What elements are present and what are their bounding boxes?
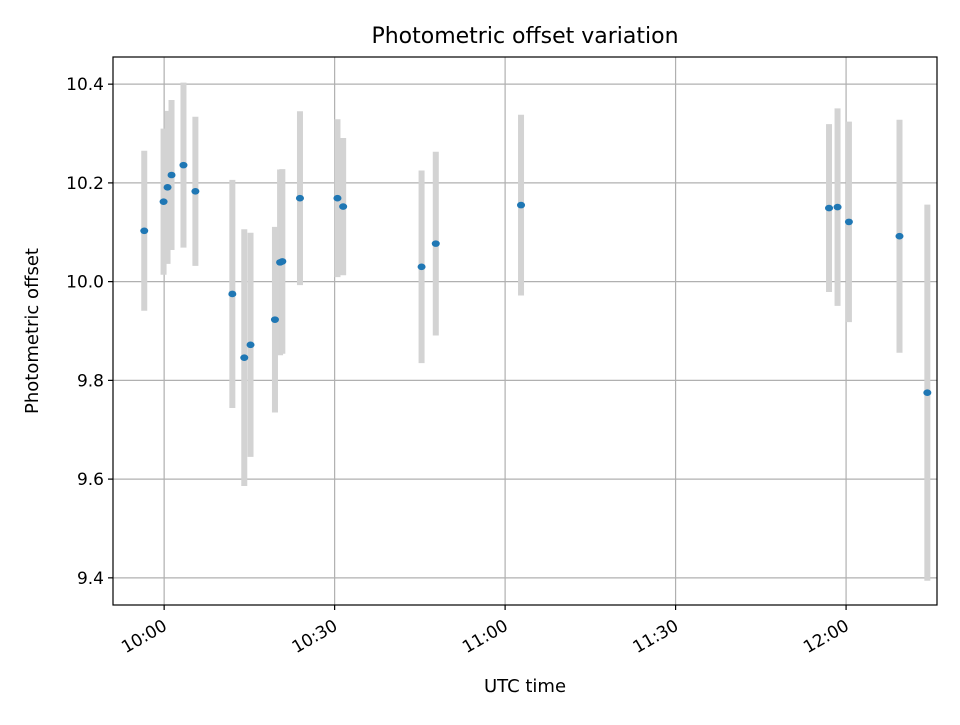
data-point (240, 354, 249, 361)
plot-area-frame (112, 56, 938, 606)
y-tick-label: 9.6 (77, 470, 104, 490)
y-tick-label: 10.0 (66, 273, 104, 293)
data-point (179, 161, 188, 169)
data-point (517, 201, 526, 209)
data-point (278, 258, 287, 265)
y-tick-label: 9.4 (77, 569, 104, 589)
data-point (295, 194, 304, 202)
data-point (246, 341, 255, 349)
data-point (431, 240, 440, 247)
data-point (844, 218, 853, 226)
x-axis-label: UTC time (484, 676, 566, 697)
data-point (163, 184, 172, 191)
data-point (339, 203, 348, 210)
data-point (228, 290, 237, 298)
data-point (923, 389, 932, 397)
y-tick-label: 10.2 (66, 174, 104, 194)
data-point (833, 203, 842, 211)
y-tick-label: 10.4 (66, 75, 104, 95)
data-points (140, 161, 932, 397)
data-point (167, 171, 176, 179)
y-axis-label: Photometric offset (22, 248, 43, 414)
data-point (159, 198, 168, 205)
data-point (417, 263, 426, 271)
data-point (825, 204, 834, 212)
y-tick-label: 9.8 (77, 371, 104, 391)
y-axis-ticks: 9.4 9.6 9.8 10.0 10.2 10.4 (66, 75, 113, 589)
data-point (895, 232, 904, 240)
chart-title: Photometric offset variation (371, 24, 678, 49)
data-point (191, 187, 200, 195)
data-point (270, 316, 279, 323)
data-point (333, 194, 342, 202)
data-point (140, 227, 149, 235)
